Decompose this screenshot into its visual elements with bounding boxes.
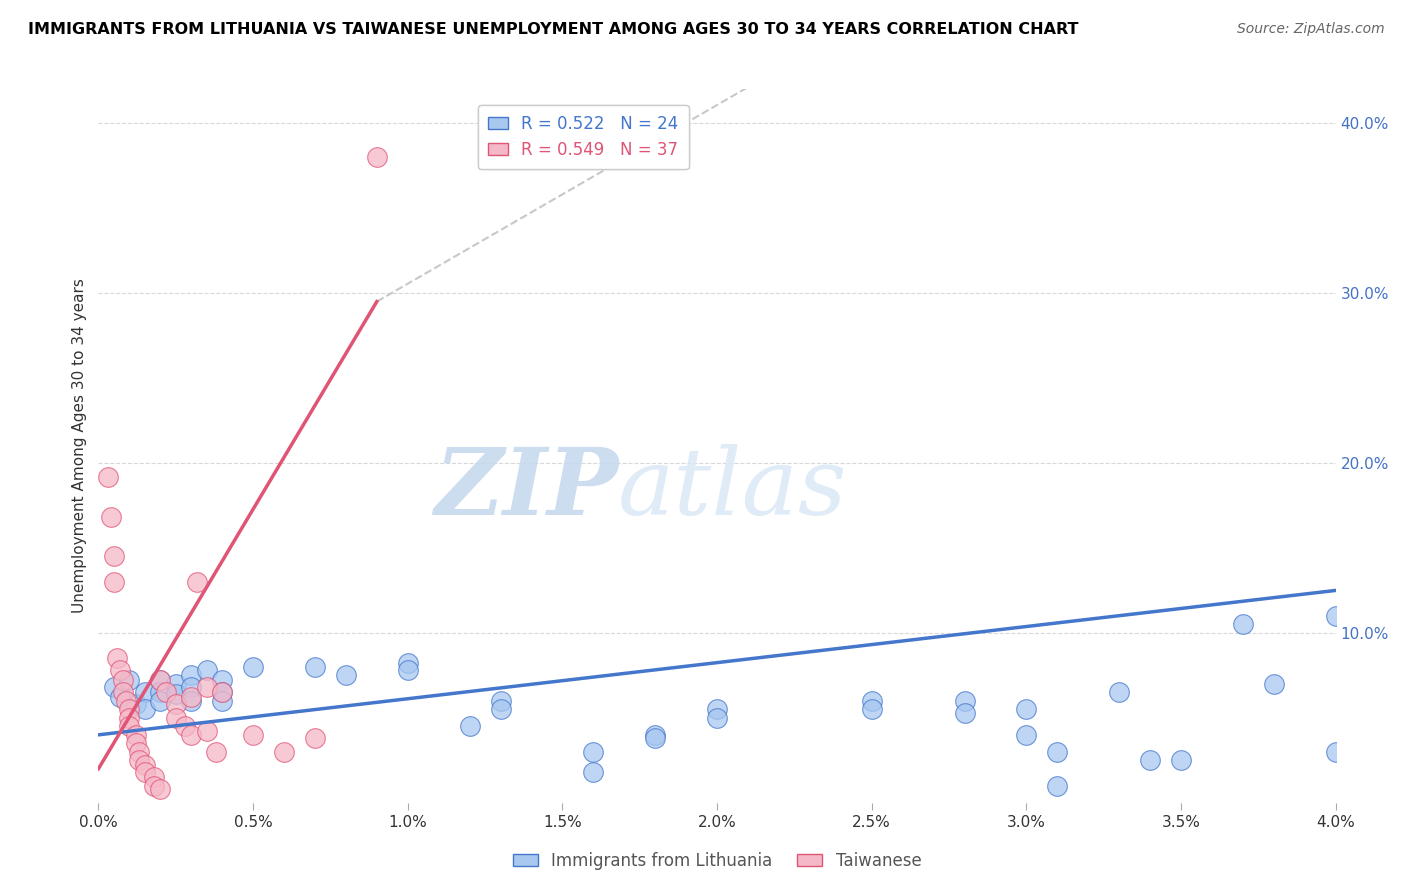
Point xyxy=(1046,779,1069,793)
Point xyxy=(180,680,202,694)
Point xyxy=(1324,745,1347,759)
Point xyxy=(165,711,187,725)
Point xyxy=(582,765,605,780)
Text: IMMIGRANTS FROM LITHUANIA VS TAIWANESE UNEMPLOYMENT AMONG AGES 30 TO 34 YEARS CO: IMMIGRANTS FROM LITHUANIA VS TAIWANESE U… xyxy=(28,22,1078,37)
Point xyxy=(1263,677,1285,691)
Point xyxy=(211,673,233,688)
Point xyxy=(108,663,131,677)
Point xyxy=(1170,753,1192,767)
Point xyxy=(180,694,202,708)
Point xyxy=(134,702,156,716)
Point xyxy=(242,728,264,742)
Point xyxy=(134,685,156,699)
Point xyxy=(211,694,233,708)
Point xyxy=(242,660,264,674)
Point xyxy=(195,724,218,739)
Point xyxy=(103,680,125,694)
Point xyxy=(134,765,156,780)
Point xyxy=(489,702,512,716)
Point xyxy=(582,745,605,759)
Point xyxy=(149,673,172,688)
Point xyxy=(458,719,481,733)
Point xyxy=(706,702,728,716)
Text: atlas: atlas xyxy=(619,444,848,533)
Point xyxy=(149,685,172,699)
Point xyxy=(105,651,128,665)
Point xyxy=(1015,728,1038,742)
Point xyxy=(128,745,150,759)
Point xyxy=(134,758,156,772)
Point xyxy=(124,736,146,750)
Point xyxy=(195,663,218,677)
Point xyxy=(1015,702,1038,716)
Point xyxy=(118,673,141,688)
Point xyxy=(953,706,976,720)
Point xyxy=(335,668,357,682)
Point xyxy=(211,685,233,699)
Text: ZIP: ZIP xyxy=(434,444,619,533)
Point xyxy=(180,668,202,682)
Legend: Immigrants from Lithuania, Taiwanese: Immigrants from Lithuania, Taiwanese xyxy=(506,846,928,877)
Point xyxy=(205,745,228,759)
Point xyxy=(180,728,202,742)
Point xyxy=(149,694,172,708)
Point xyxy=(143,770,166,784)
Point xyxy=(489,694,512,708)
Point xyxy=(1108,685,1130,699)
Point xyxy=(97,469,120,483)
Point xyxy=(366,150,388,164)
Point xyxy=(143,779,166,793)
Point xyxy=(124,698,146,712)
Point xyxy=(118,719,141,733)
Point xyxy=(860,694,883,708)
Point xyxy=(211,685,233,699)
Point xyxy=(195,680,218,694)
Point xyxy=(165,687,187,701)
Point xyxy=(118,702,141,716)
Point xyxy=(124,728,146,742)
Point xyxy=(273,745,295,759)
Point xyxy=(103,549,125,564)
Point xyxy=(112,685,135,699)
Point xyxy=(155,685,177,699)
Point xyxy=(118,711,141,725)
Point xyxy=(186,574,208,589)
Point xyxy=(180,690,202,705)
Point xyxy=(860,702,883,716)
Point xyxy=(644,728,666,742)
Point xyxy=(396,663,419,677)
Point xyxy=(103,574,125,589)
Point xyxy=(149,673,172,688)
Point xyxy=(128,753,150,767)
Y-axis label: Unemployment Among Ages 30 to 34 years: Unemployment Among Ages 30 to 34 years xyxy=(72,278,87,614)
Point xyxy=(706,711,728,725)
Point xyxy=(1324,608,1347,623)
Point xyxy=(174,719,197,733)
Point xyxy=(953,694,976,708)
Point xyxy=(304,731,326,746)
Point xyxy=(644,731,666,746)
Point xyxy=(112,673,135,688)
Point xyxy=(304,660,326,674)
Text: Source: ZipAtlas.com: Source: ZipAtlas.com xyxy=(1237,22,1385,37)
Point xyxy=(165,698,187,712)
Point xyxy=(165,677,187,691)
Point xyxy=(1046,745,1069,759)
Point xyxy=(1232,617,1254,632)
Point xyxy=(396,657,419,671)
Point xyxy=(1139,753,1161,767)
Point xyxy=(149,782,172,797)
Point xyxy=(115,694,138,708)
Point xyxy=(100,510,122,524)
Point xyxy=(108,690,131,705)
